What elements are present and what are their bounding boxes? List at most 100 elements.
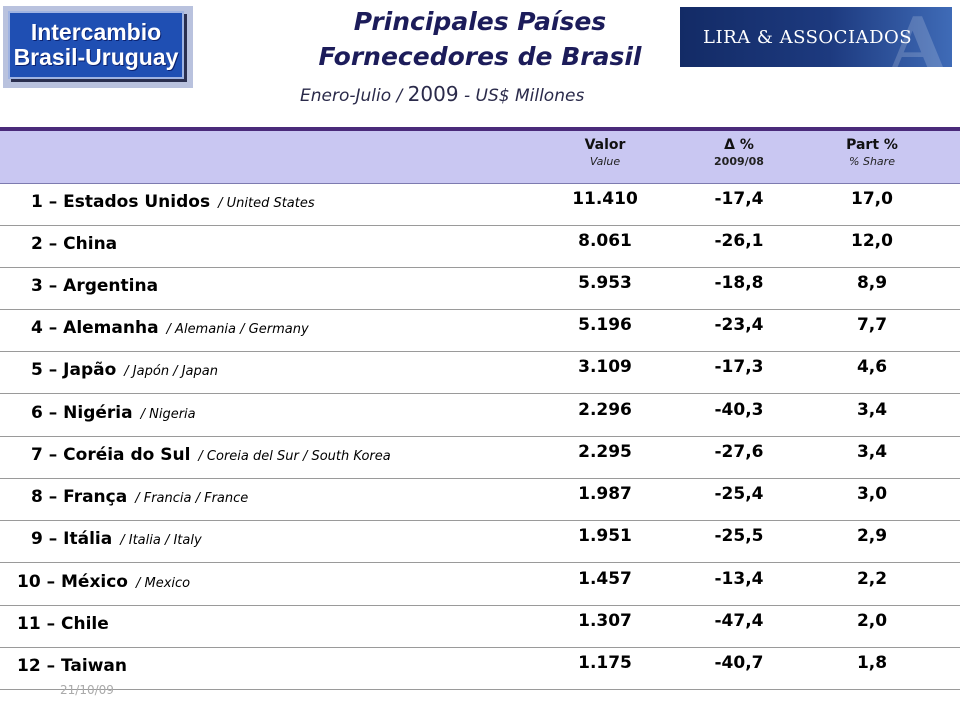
- delta-cell: -17,3: [714, 357, 764, 377]
- header-part-main: Part %: [846, 137, 898, 153]
- table-row: 1 – Estados Unidos / United States 11.410 -…: [0, 183, 960, 226]
- header-part: Part % % Share: [812, 137, 932, 169]
- value-cell: 1.951: [578, 526, 632, 546]
- country-alt-names: / Alemania / Germany: [166, 322, 309, 337]
- delta-cell: -40,7: [714, 653, 764, 673]
- share-cell: 2,0: [856, 611, 888, 631]
- table-row: 10 – México / Mexico 1.457 -13,4 2,2: [0, 563, 960, 606]
- page-title: Principales Países Fornecedores de Brasi…: [270, 4, 690, 74]
- lira-associados-logo: A LIRA & ASSOCIADOS: [680, 7, 952, 67]
- delta-cell: -18,8: [714, 273, 764, 293]
- share-cell: 12,0: [851, 231, 893, 251]
- share-cell: 1,8: [856, 653, 888, 673]
- logo-line-2: Brasil-Uruguay: [13, 44, 179, 70]
- table-top-rule: [0, 127, 960, 131]
- value-cell: 1.457: [578, 569, 632, 589]
- delta-cell: -25,4: [714, 484, 764, 504]
- header-delta-main: Δ %: [724, 137, 754, 153]
- intercambio-logo: Intercambio Brasil-Uruguay: [3, 6, 193, 88]
- country-alt-names: / Nigeria: [140, 407, 196, 422]
- header-valor-main: Valor: [584, 137, 626, 153]
- country-label: 2 – China: [31, 234, 118, 254]
- table-row: 8 – França / Francia / France 1.987 -25,4 3,…: [0, 478, 960, 521]
- header-valor-sub: Value: [589, 155, 621, 168]
- share-cell: 3,4: [856, 400, 888, 420]
- value-cell: 8.061: [578, 231, 632, 251]
- country-label: 11 – Chile: [17, 614, 109, 634]
- table-row: 12 – Taiwan 1.175 -40,7 1,8: [0, 647, 960, 690]
- country-name: 4 – Alemanha / Alemania / Germany: [31, 318, 309, 338]
- header-part-sub: % Share: [849, 155, 895, 168]
- country-alt-names: / Mexico: [136, 576, 191, 591]
- country-name: 5 – Japão / Japón / Japan: [31, 360, 218, 380]
- delta-cell: -26,1: [714, 231, 764, 251]
- country-name: 6 – Nigéria / Nigeria: [31, 403, 196, 423]
- share-cell: 8,9: [856, 273, 888, 293]
- country-name: 3 – Argentina: [31, 276, 158, 296]
- table-row: 5 – Japão / Japón / Japan 3.109 -17,3 4,6: [0, 351, 960, 394]
- value-cell: 1.307: [578, 611, 632, 631]
- table-row: 4 – Alemanha / Alemania / Germany 5.196 -23…: [0, 309, 960, 352]
- table-row: 6 – Nigéria / Nigeria 2.296 -40,3 3,4: [0, 394, 960, 437]
- share-cell: 4,6: [856, 357, 888, 377]
- country-alt-names: / Italia / Italy: [120, 533, 202, 548]
- country-label: 9 – Itália: [31, 529, 113, 549]
- country-label: 8 – França: [31, 487, 128, 507]
- delta-cell: -17,4: [714, 189, 764, 209]
- value-cell: 2.296: [578, 400, 632, 420]
- table-row: 9 – Itália / Italia / Italy 1.951 -25,5 2,9: [0, 520, 960, 563]
- country-name: 10 – México / Mexico: [17, 572, 190, 592]
- value-cell: 1.987: [578, 484, 632, 504]
- country-alt-names: / Japón / Japan: [124, 364, 218, 379]
- share-cell: 2,2: [856, 569, 888, 589]
- country-alt-names: / United States: [218, 196, 315, 211]
- country-label: 5 – Japão: [31, 360, 117, 380]
- country-name: 2 – China: [31, 234, 117, 254]
- table-row: 7 – Coréia do Sul / Coreia del Sur / Sout…: [0, 436, 960, 479]
- delta-cell: -25,5: [714, 526, 764, 546]
- delta-cell: -13,4: [714, 569, 764, 589]
- value-cell: 3.109: [578, 357, 632, 377]
- country-label: 3 – Argentina: [31, 276, 159, 296]
- header-delta-sub: 2009/08: [714, 155, 764, 168]
- country-label: 10 – México: [17, 572, 128, 592]
- footer-date: 21/10/09: [60, 683, 114, 697]
- country-label: 6 – Nigéria: [31, 403, 133, 423]
- header-delta: Δ % 2009/08: [679, 137, 799, 169]
- delta-cell: -40,3: [714, 400, 764, 420]
- value-cell: 11.410: [572, 189, 638, 209]
- share-cell: 7,7: [856, 315, 888, 335]
- table-row: 3 – Argentina 5.953 -18,8 8,9: [0, 267, 960, 310]
- value-cell: 1.175: [578, 653, 632, 673]
- delta-cell: -27,6: [714, 442, 764, 462]
- country-name: 9 – Itália / Italia / Italy: [31, 529, 202, 549]
- country-label: 1 – Estados Unidos: [31, 192, 211, 212]
- subtitle-year: 2009: [407, 82, 459, 106]
- table-row: 11 – Chile 1.307 -47,4 2,0: [0, 605, 960, 648]
- share-cell: 3,0: [856, 484, 888, 504]
- table-header: Valor Value Δ % 2009/08 Part % % Share: [0, 131, 960, 184]
- title-line-1: Principales Países: [353, 7, 607, 36]
- country-label: 7 – Coréia do Sul: [31, 445, 191, 465]
- delta-cell: -23,4: [714, 315, 764, 335]
- country-name: 7 – Coréia do Sul / Coreia del Sur / Sout…: [31, 445, 391, 465]
- value-cell: 5.196: [578, 315, 632, 335]
- country-name: 1 – Estados Unidos / United States: [31, 192, 315, 212]
- country-label: 12 – Taiwan: [17, 656, 127, 676]
- country-name: 12 – Taiwan: [17, 656, 127, 676]
- subtitle-units: - US$ Millones: [458, 86, 585, 106]
- country-alt-names: / Coreia del Sur / South Korea: [198, 449, 391, 464]
- title-line-2: Fornecedores de Brasil: [318, 42, 642, 71]
- intercambio-logo-badge: Intercambio Brasil-Uruguay: [8, 11, 184, 79]
- page-subtitle: Enero-Julio / 2009 - US$ Millones: [300, 82, 584, 106]
- country-name: 11 – Chile: [17, 614, 109, 634]
- country-name: 8 – França / Francia / France: [31, 487, 248, 507]
- country-alt-names: / Francia / France: [135, 491, 249, 506]
- lira-associados-text: LIRA & ASSOCIADOS: [703, 27, 913, 48]
- share-cell: 17,0: [851, 189, 893, 209]
- share-cell: 3,4: [856, 442, 888, 462]
- value-cell: 2.295: [578, 442, 632, 462]
- table-row: 2 – China 8.061 -26,1 12,0: [0, 225, 960, 268]
- logo-watermark: A: [887, 7, 948, 67]
- logo-line-1: Intercambio: [30, 19, 162, 45]
